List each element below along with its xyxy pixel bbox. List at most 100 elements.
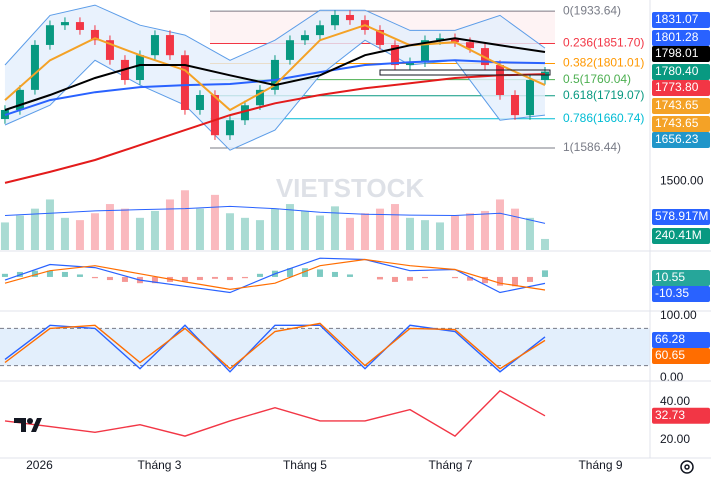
logo-part <box>27 418 33 424</box>
candle-body <box>225 120 234 136</box>
candle-body <box>465 42 474 49</box>
volume-bar <box>495 199 504 250</box>
macd-histogram <box>481 276 488 284</box>
candle-body <box>330 14 339 26</box>
macd-histogram <box>151 276 158 284</box>
macd-histogram <box>121 276 128 282</box>
price-label: 1773.80 <box>655 80 699 94</box>
volume-bar <box>195 208 204 250</box>
candle-body <box>420 40 429 63</box>
candle-body <box>285 40 294 60</box>
candle-body <box>450 38 459 43</box>
candle-body <box>240 105 249 121</box>
volume-bar <box>165 199 174 250</box>
logo-part <box>31 418 42 432</box>
price-label-box <box>652 209 710 225</box>
volume-bar <box>45 199 54 250</box>
price-label: 1743.65 <box>655 98 699 112</box>
candle-body <box>75 22 84 30</box>
macd-histogram <box>316 269 323 277</box>
macd-histogram <box>331 271 338 277</box>
fib-label: 1(1586.44) <box>563 140 621 154</box>
fib-label: 0(1933.64) <box>563 3 621 17</box>
gear-core[interactable] <box>684 464 690 470</box>
macd-histogram <box>421 276 428 279</box>
price-label: 1798.01 <box>655 46 699 60</box>
fib-label: 0.618(1719.07) <box>563 88 644 102</box>
price-label-box <box>652 407 710 424</box>
settings-icon[interactable] <box>680 460 694 474</box>
price-label: 578.917M <box>655 209 708 223</box>
volume-bar <box>435 222 444 250</box>
candle-body <box>510 95 519 116</box>
price-label: 240.41M <box>655 228 702 242</box>
logo-part <box>14 418 26 432</box>
price-label: 1780.40 <box>655 64 699 78</box>
candle-body <box>270 59 279 90</box>
volume-bar <box>15 215 24 250</box>
macd-histogram <box>451 276 458 279</box>
fib-label: 0.786(1660.74) <box>563 111 644 125</box>
volume-bar <box>270 208 279 250</box>
macd-histogram <box>181 276 188 282</box>
volume-bar <box>255 220 264 250</box>
candle-body <box>180 55 189 110</box>
macd-histogram <box>46 270 53 277</box>
indicator-line <box>4 389 546 437</box>
volume-bar <box>240 217 249 250</box>
volume-bar <box>315 215 324 250</box>
candle-body <box>315 25 324 36</box>
candle-body <box>405 62 414 66</box>
price-label: 1656.23 <box>655 132 699 146</box>
price-label-box <box>652 332 710 348</box>
price-label: 10.55 <box>655 270 685 284</box>
x-tick-label: Tháng 3 <box>137 458 181 472</box>
gear[interactable] <box>680 460 694 474</box>
candle-body <box>300 35 309 41</box>
macd-histogram <box>376 276 383 280</box>
x-tick-label: Tháng 7 <box>428 458 472 472</box>
price-label-box <box>652 132 710 148</box>
volume-bar <box>210 194 219 250</box>
indicator-line <box>4 322 546 370</box>
candle-body <box>195 95 204 110</box>
macd-histogram <box>1 273 8 277</box>
price-label-box <box>652 286 710 302</box>
candle-body <box>525 80 534 116</box>
price-label-box <box>652 98 710 114</box>
volume-bar <box>405 217 414 250</box>
moving-average <box>4 73 546 184</box>
price-label: 1831.07 <box>655 12 699 26</box>
price-label: 32.73 <box>655 408 685 422</box>
price-label-box <box>652 80 710 96</box>
price-label: 66.28 <box>655 332 685 346</box>
price-label: 1743.65 <box>655 116 699 130</box>
macd-histogram <box>496 276 503 286</box>
volume-bar <box>180 190 189 250</box>
volume-ma <box>4 205 546 224</box>
macd-histogram <box>391 276 398 282</box>
y-tick-label: 100.00 <box>660 308 697 322</box>
volume-bar <box>390 204 399 250</box>
y-tick-label: 40.00 <box>660 394 690 408</box>
candle-body <box>150 35 159 56</box>
fib-label: 0.382(1801.01) <box>563 56 644 70</box>
candle-body <box>15 89 24 110</box>
candle-body <box>45 25 54 45</box>
volume-bar <box>330 206 339 250</box>
volume-bar <box>360 213 369 250</box>
candle-body <box>60 22 69 26</box>
tv-logo <box>14 418 42 432</box>
y-tick-label: 0.00 <box>660 370 684 384</box>
y-tick-label: 20.00 <box>660 432 690 446</box>
volume-bar <box>450 215 459 250</box>
volume-bar <box>225 213 234 250</box>
layers: 0(1933.64) 0.236(1851.70) 0.382(1801.01) 0.… <box>0 0 711 472</box>
moving-average <box>4 59 546 117</box>
macd-histogram <box>346 274 353 277</box>
price-label-box <box>652 116 710 132</box>
candle-body <box>390 44 399 66</box>
band-fill <box>0 328 650 366</box>
